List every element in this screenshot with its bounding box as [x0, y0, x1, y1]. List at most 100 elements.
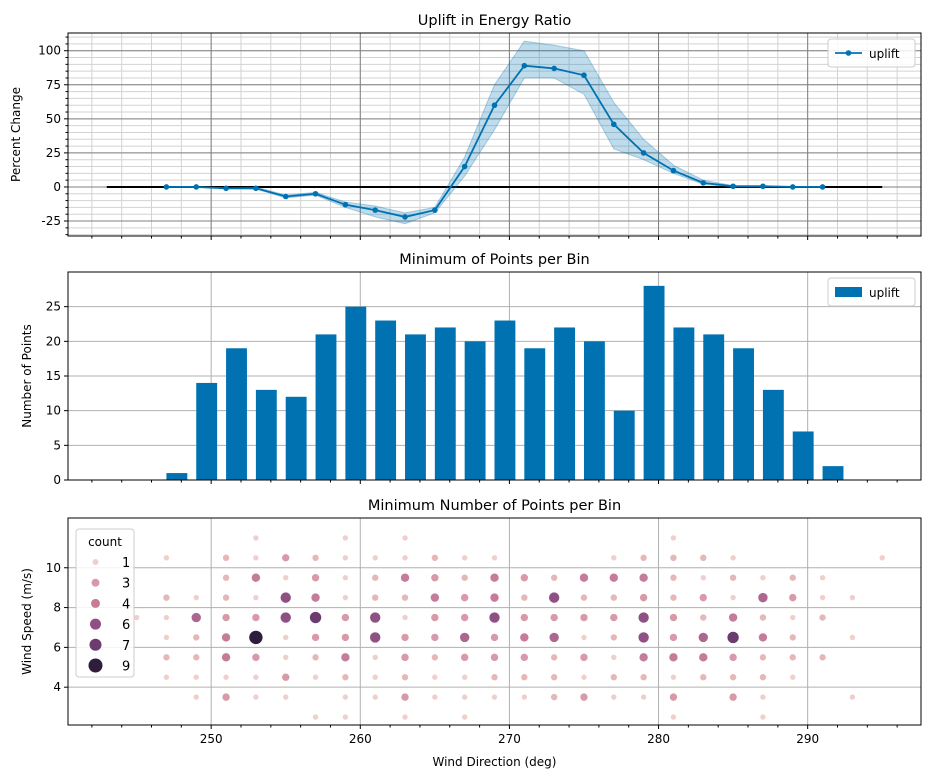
scatter-point — [788, 653, 797, 662]
y-tick-label: 4 — [53, 680, 61, 694]
scatter-point — [669, 573, 678, 582]
y-axis-label: Number of Points — [20, 324, 34, 427]
legend-bar-swatch — [835, 287, 862, 297]
bar — [613, 410, 635, 480]
scatter-point — [401, 713, 409, 721]
scatter-point — [637, 611, 650, 624]
y-tick-label: 50 — [46, 112, 61, 126]
scatter-point — [697, 632, 709, 643]
scatter-point — [310, 592, 321, 603]
scatter-point — [311, 633, 320, 642]
scatter-point — [640, 693, 647, 701]
scatter-point — [162, 653, 171, 662]
scatter-point — [729, 554, 737, 562]
uplift-point — [760, 183, 766, 190]
bar — [822, 466, 844, 480]
scatter-point — [222, 593, 230, 602]
subplot-2: 0 5 10 15 20 25 Minimum of Points per Bin Numbe… — [20, 252, 922, 487]
scatter-point — [282, 693, 290, 701]
axes-frame — [67, 32, 922, 237]
scatter-point — [252, 534, 260, 542]
legend: uplift — [827, 38, 916, 68]
scatter-point — [279, 611, 292, 624]
scatter-point — [490, 673, 499, 682]
scatter-point — [162, 593, 171, 602]
scatter-point — [550, 653, 558, 662]
scatter-point — [461, 693, 468, 701]
x-tick-label: 260 — [349, 732, 372, 746]
scatter-point — [281, 672, 291, 682]
scatter-point — [252, 693, 260, 701]
scatter-point — [638, 652, 649, 663]
scatter-point — [610, 693, 618, 701]
bar — [375, 320, 397, 480]
scatter-point — [279, 591, 292, 604]
scatter-point — [340, 652, 351, 663]
scatter-point — [400, 572, 410, 583]
scatter-point — [401, 673, 409, 682]
scatter-point — [759, 653, 767, 662]
scatter-point — [192, 693, 200, 701]
bar — [673, 327, 695, 480]
legend-label: 6 — [122, 618, 130, 633]
bar — [583, 341, 605, 480]
scatter-point — [342, 693, 349, 701]
scatter-point — [670, 534, 677, 542]
scatter-point — [342, 594, 349, 601]
scatter-point — [639, 554, 648, 562]
scatter-point — [757, 592, 769, 603]
subplot-title: Uplift in Energy Ratio — [418, 13, 572, 29]
legend-label: uplift — [869, 286, 900, 300]
y-axis-label: Percent Change — [9, 87, 23, 182]
scatter-point — [669, 613, 678, 622]
scatter-point — [309, 611, 322, 624]
uplift-point — [282, 193, 289, 200]
uplift-point — [551, 65, 557, 72]
x-tick-label: 270 — [498, 732, 521, 746]
scatter-point — [519, 632, 530, 643]
scatter-point — [281, 553, 291, 563]
scatter-point — [312, 673, 319, 681]
uplift-point — [581, 72, 587, 79]
legend-marker — [92, 559, 99, 565]
scatter-point — [819, 594, 826, 601]
bar — [226, 348, 247, 480]
scatter-point — [192, 594, 200, 601]
bar — [255, 389, 277, 480]
bar — [733, 348, 754, 480]
bar — [405, 334, 426, 480]
bar — [703, 334, 725, 480]
scatter-point — [610, 673, 618, 682]
scatter-point — [461, 673, 468, 681]
marks — [166, 285, 844, 480]
uplift-point — [402, 214, 408, 220]
scatter-point — [699, 554, 708, 562]
bar — [434, 327, 456, 480]
scatter-point — [610, 654, 618, 661]
scatter-point — [489, 572, 500, 583]
bar — [524, 348, 546, 480]
scatter-point — [788, 573, 797, 582]
marks — [133, 534, 886, 721]
scatter-point — [638, 572, 649, 583]
scatter-point — [849, 693, 856, 701]
scatter-point — [878, 554, 886, 562]
scatter-point — [521, 693, 528, 701]
scatter-point — [459, 632, 470, 643]
scatter-point — [849, 634, 856, 641]
bar — [166, 473, 188, 480]
uplift-point — [372, 207, 378, 213]
scatter-point — [163, 673, 170, 681]
uplift-point — [611, 121, 617, 128]
scatter-point — [221, 613, 231, 622]
bar — [315, 334, 337, 480]
subplot-3: 250 260 270 280 290 4 6 8 10 Minimum Number of Po… — [20, 498, 922, 769]
scatter-point — [163, 634, 170, 641]
scatter-point — [729, 573, 737, 582]
scatter-point — [759, 673, 767, 682]
scatter-point — [369, 611, 381, 624]
scatter-point — [579, 572, 589, 583]
legend-label: 9 — [122, 660, 130, 675]
